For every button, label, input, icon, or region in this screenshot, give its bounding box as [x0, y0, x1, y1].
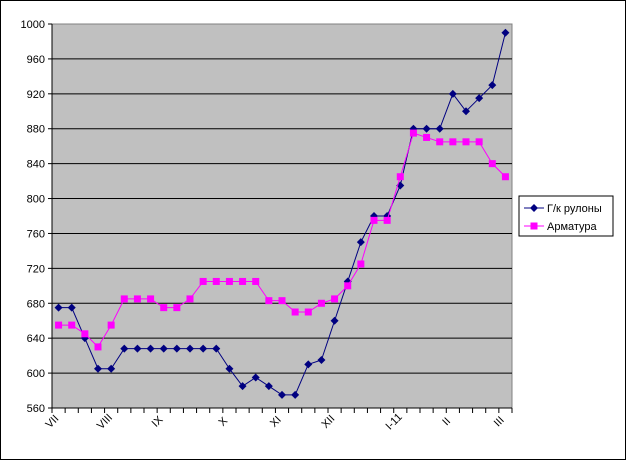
y-tick-label: 840	[27, 159, 45, 171]
y-tick-label: 600	[27, 368, 45, 380]
data-point	[107, 364, 116, 373]
data-point	[488, 160, 496, 168]
y-tick-label: 880	[27, 124, 45, 136]
data-point	[172, 344, 181, 353]
data-point	[94, 343, 102, 351]
y-tick-label: 680	[27, 298, 45, 310]
data-point	[225, 277, 233, 285]
data-point	[252, 277, 260, 285]
data-point	[304, 308, 312, 316]
data-point	[147, 295, 155, 303]
data-point	[68, 321, 76, 329]
data-point	[264, 382, 273, 391]
data-point	[356, 238, 365, 247]
data-point	[55, 321, 63, 329]
data-point	[501, 28, 510, 37]
data-point	[370, 216, 378, 224]
data-point	[146, 344, 155, 353]
data-point	[436, 138, 444, 146]
data-point	[239, 277, 247, 285]
data-point	[133, 295, 141, 303]
data-point	[501, 173, 509, 181]
legend-marker	[530, 204, 538, 212]
data-point	[107, 321, 115, 329]
data-point	[225, 364, 234, 373]
data-point	[67, 303, 76, 312]
data-point	[291, 390, 300, 399]
data-point	[462, 138, 470, 146]
data-point	[212, 344, 221, 353]
data-point	[317, 299, 325, 307]
legend: Г/к рулоны Арматура	[518, 195, 614, 237]
data-point	[331, 295, 339, 303]
data-point	[278, 297, 286, 305]
data-point	[173, 304, 181, 312]
data-point	[199, 344, 208, 353]
data-point	[475, 138, 483, 146]
y-tick-label: 960	[27, 54, 45, 66]
legend-label: Г/к рулоны	[547, 203, 602, 215]
y-tick-label: 1000	[21, 19, 45, 31]
data-point	[199, 277, 207, 285]
data-point	[330, 316, 339, 325]
data-point	[212, 277, 220, 285]
data-point	[94, 364, 102, 373]
data-point	[251, 373, 260, 382]
data-point	[448, 89, 457, 98]
plot-area	[51, 23, 513, 409]
data-point	[435, 124, 444, 133]
data-point	[265, 297, 273, 305]
data-point	[422, 124, 431, 133]
data-point	[133, 344, 142, 353]
data-point	[396, 173, 404, 181]
data-point	[423, 133, 431, 141]
y-tick-label: 640	[27, 333, 45, 345]
data-point	[186, 295, 194, 303]
legend-label: Арматура	[547, 221, 598, 233]
data-point	[54, 303, 63, 312]
data-point	[475, 94, 484, 103]
y-tick-label: 760	[27, 228, 45, 240]
data-point	[449, 138, 457, 146]
data-point	[357, 260, 365, 268]
data-point	[317, 356, 326, 364]
data-point	[383, 216, 391, 224]
y-tick-label: 800	[27, 194, 45, 206]
data-point	[120, 295, 128, 303]
data-point	[291, 308, 299, 316]
y-tick-label: 920	[27, 89, 45, 101]
data-point	[160, 304, 168, 312]
legend-marker	[530, 222, 538, 230]
y-tick-label: 720	[27, 263, 45, 275]
data-point	[186, 344, 194, 353]
data-point	[159, 344, 168, 353]
data-point	[409, 129, 417, 137]
data-point	[304, 360, 313, 369]
data-point	[81, 330, 89, 338]
data-point	[344, 282, 352, 290]
data-point	[488, 81, 497, 90]
data-point	[120, 344, 129, 353]
y-tick-label: 560	[27, 403, 45, 415]
data-point	[278, 390, 286, 399]
data-point	[238, 382, 247, 391]
data-point	[462, 107, 470, 116]
